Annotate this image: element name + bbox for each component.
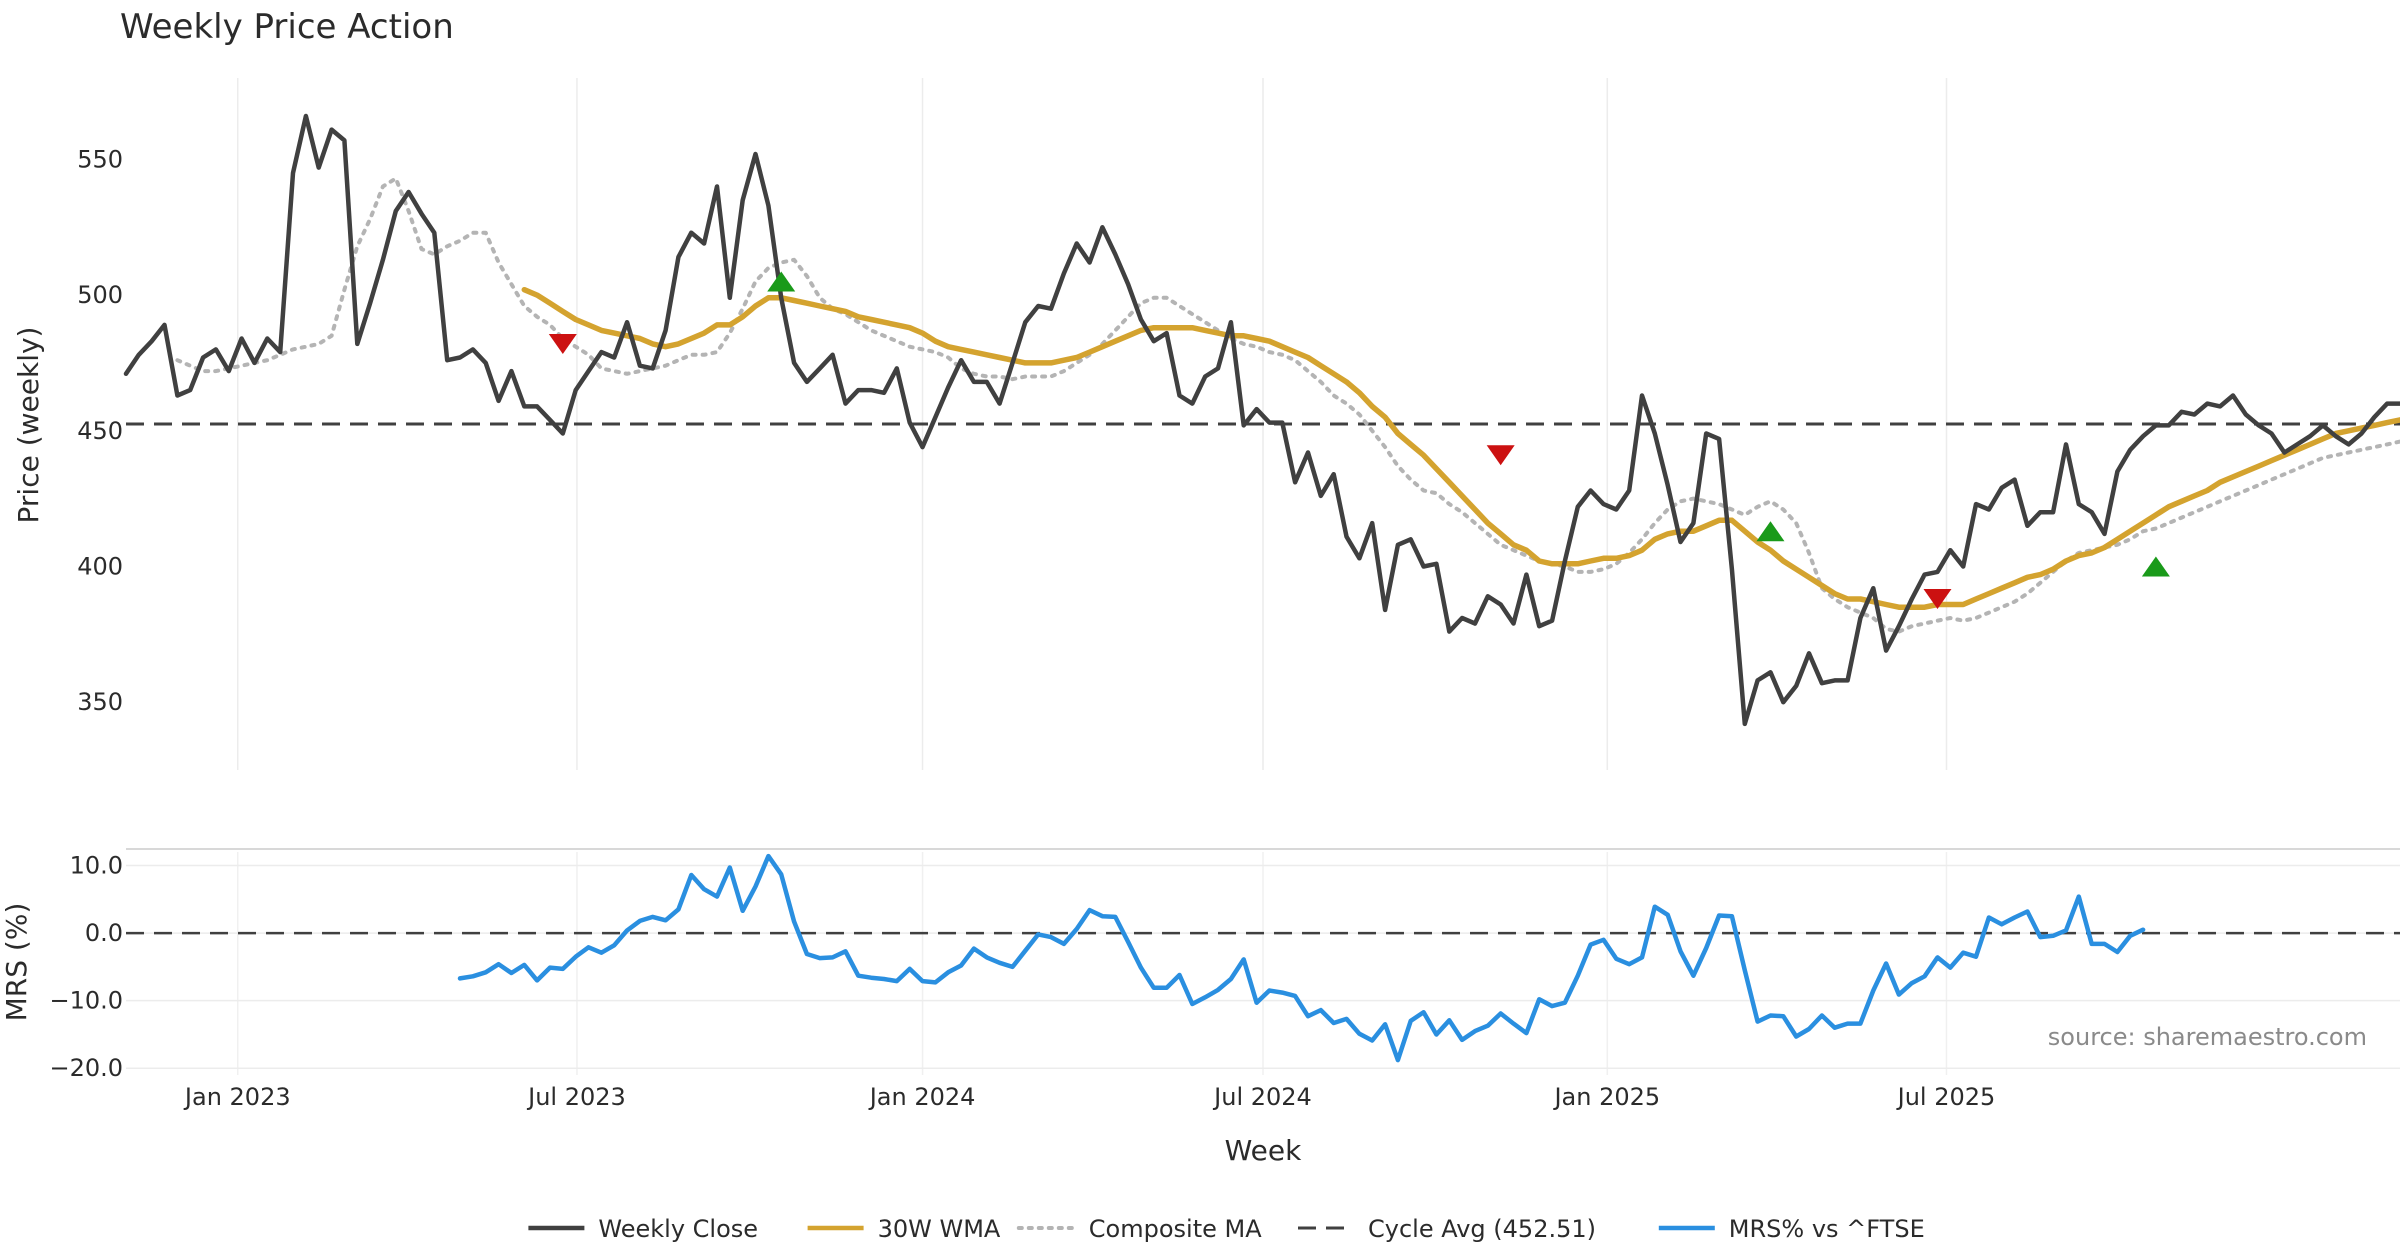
mrs-y-tick-label: 0.0 <box>85 919 123 947</box>
x-tick-label: Jul 2025 <box>1896 1083 1996 1111</box>
source-watermark: source: sharemaestro.com <box>2048 1023 2367 1051</box>
sell-signal-marker <box>548 333 577 354</box>
legend-item-cycle-avg-452-51: Cycle Avg (452.51) <box>1298 1215 1596 1243</box>
series-weekly-close <box>123 113 2400 727</box>
legend: Weekly Close 30W WMA Composite MA Cycle Avg… <box>528 1215 1925 1243</box>
buy-signal-marker <box>767 271 796 292</box>
x-tick-label: Jan 2025 <box>1552 1083 1660 1111</box>
legend-label: Cycle Avg (452.51) <box>1368 1215 1596 1243</box>
mrs-y-axis-label: MRS (%) <box>0 903 33 1022</box>
sell-signal-marker <box>1923 589 1952 610</box>
mrs-y-tick-label: −20.0 <box>49 1054 123 1082</box>
x-tick-label: Jul 2024 <box>1212 1083 1312 1111</box>
legend-item-mrs-vs-ftse: MRS% vs ^FTSE <box>1658 1215 1925 1243</box>
legend-item-composite-ma: Composite MA <box>1016 1215 1262 1243</box>
buy-signal-marker <box>1756 521 1785 542</box>
price-y-axis-label: Price (weekly) <box>12 327 45 524</box>
x-tick-label: Jul 2023 <box>526 1083 626 1111</box>
sell-signal-marker <box>1486 445 1515 466</box>
series-30w-wma <box>521 286 2400 610</box>
price-y-tick-label: 350 <box>77 688 123 716</box>
mrs-series <box>126 853 2400 1063</box>
mrs-y-tick-label: −10.0 <box>49 987 123 1015</box>
price-y-tick-label: 500 <box>77 281 123 309</box>
legend-item-30w-wma: 30W WMA <box>807 1215 1001 1243</box>
chart-title: Weekly Price Action <box>120 7 454 47</box>
x-axis-label: Week <box>1225 1134 1302 1167</box>
legend-label: Composite MA <box>1089 1215 1262 1243</box>
axis-ticks: 350 400 450 500 550 10.0 0.0 −10.0 −20.0 Jan 2023… <box>49 145 1995 1111</box>
price-markers <box>548 271 2170 610</box>
price-y-tick-label: 550 <box>77 145 123 173</box>
legend-label: Weekly Close <box>598 1215 758 1243</box>
mrs-y-tick-label: 10.0 <box>70 852 123 880</box>
x-tick-label: Jan 2023 <box>183 1083 291 1111</box>
legend-item-weekly-close: Weekly Close <box>528 1215 758 1243</box>
legend-label: 30W WMA <box>878 1215 1001 1243</box>
series-mrs-vs-ftse <box>457 853 2146 1063</box>
x-tick-label: Jan 2024 <box>868 1083 976 1111</box>
price-y-tick-label: 400 <box>77 552 123 580</box>
legend-label: MRS% vs ^FTSE <box>1729 1215 1925 1243</box>
price-y-tick-label: 450 <box>77 417 123 445</box>
price-series <box>123 113 2400 727</box>
series-composite-ma <box>175 176 2400 634</box>
buy-signal-marker <box>2141 556 2170 577</box>
